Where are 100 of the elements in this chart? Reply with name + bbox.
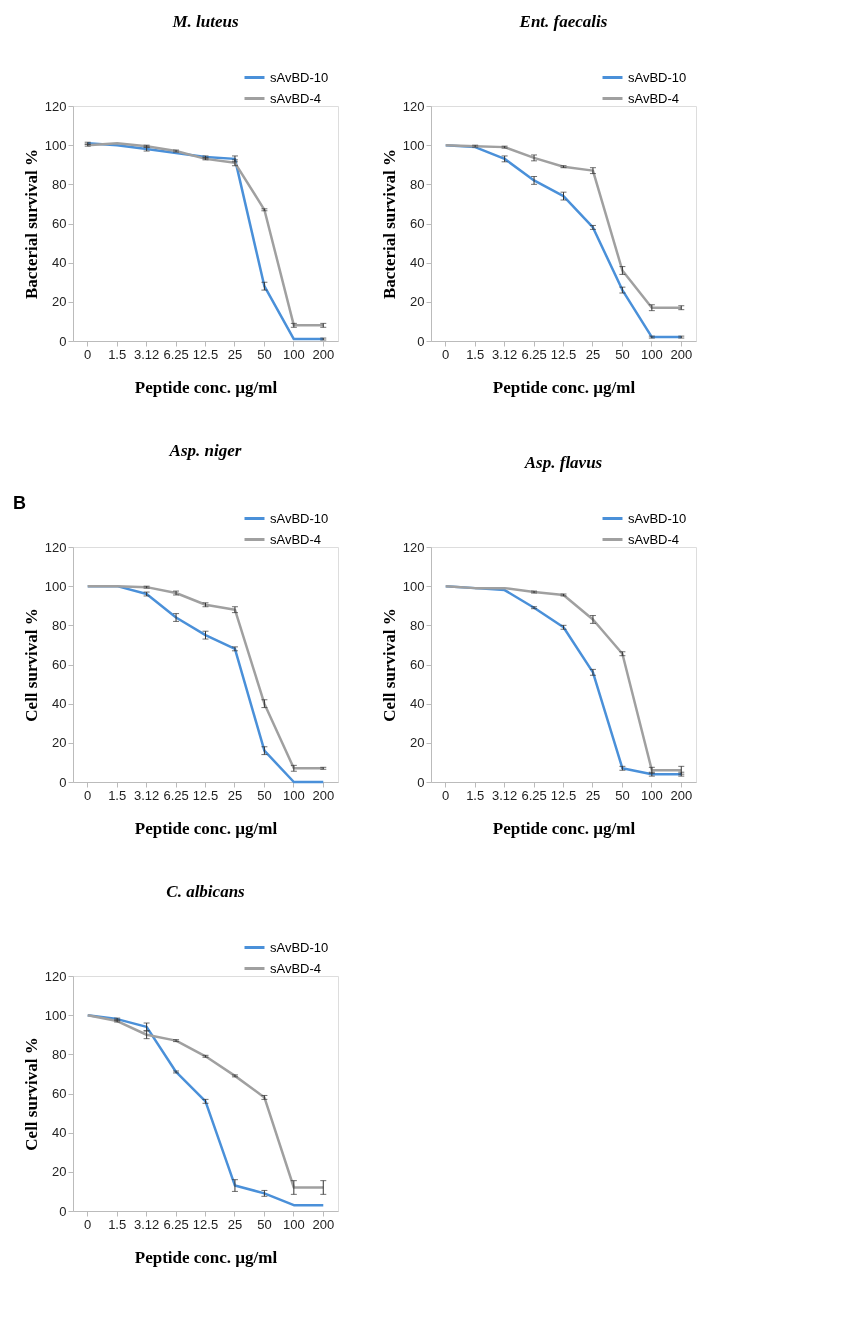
y-tick-label: 80 [52, 1046, 67, 1062]
y-tick-label: 0 [417, 333, 425, 349]
x-tick-label: 50 [615, 787, 630, 803]
x-tick-label: 25 [227, 346, 243, 362]
y-tick-label: 100 [402, 137, 425, 153]
x-tick-label: 6.25 [163, 1216, 189, 1232]
legend-label: sAvBD-10 [628, 69, 687, 85]
x-tick-label: 3.12 [491, 346, 518, 362]
y-tick-label: 60 [410, 216, 425, 231]
x-tick-label: 12.5 [550, 787, 577, 803]
legend-label: sAvBD-4 [270, 90, 322, 106]
x-tick-label: 12.5 [550, 346, 577, 362]
y-tick-label: 20 [410, 294, 425, 310]
x-axis-title: Peptide conc. µg/ml [492, 377, 636, 397]
y-tick-label: 120 [44, 968, 67, 984]
y-tick-label: 80 [52, 617, 67, 633]
x-tick-label: 200 [312, 787, 335, 803]
legend-label: sAvBD-10 [270, 510, 329, 526]
x-tick-label: 0 [84, 346, 92, 362]
x-tick-label: 6.25 [163, 346, 189, 362]
x-axis-title: Peptide conc. µg/ml [134, 377, 278, 397]
y-axis-title: Cell survival % [21, 1037, 41, 1151]
legend-label: sAvBD-4 [270, 531, 322, 547]
chart-title: Ent. faecalis [518, 12, 608, 31]
x-tick-label: 25 [227, 1216, 243, 1232]
x-tick-label: 1.5 [108, 346, 127, 362]
legend-label: sAvBD-10 [270, 939, 329, 955]
x-tick-label: 0 [84, 1216, 92, 1232]
x-tick-label: 12.5 [192, 1216, 219, 1232]
x-tick-label: 100 [640, 346, 663, 362]
y-tick-label: 60 [52, 657, 67, 672]
y-axis-title: Cell survival % [21, 608, 41, 722]
x-tick-label: 50 [257, 346, 272, 362]
legend-label: sAvBD-10 [270, 69, 329, 85]
y-tick-label: 100 [44, 1007, 67, 1023]
x-tick-label: 12.5 [192, 346, 219, 362]
x-tick-label: 50 [615, 346, 630, 362]
y-tick-label: 40 [52, 1125, 67, 1141]
x-tick-label: 100 [640, 787, 663, 803]
x-tick-label: 100 [282, 787, 305, 803]
y-tick-label: 0 [59, 1203, 67, 1219]
y-tick-label: 100 [44, 578, 67, 594]
y-tick-label: 80 [410, 617, 425, 633]
x-tick-label: 200 [312, 346, 335, 362]
x-tick-label: 6.25 [521, 787, 547, 803]
x-tick-label: 25 [585, 787, 601, 803]
y-tick-label: 120 [402, 98, 425, 114]
y-tick-label: 60 [410, 657, 425, 672]
chart-title: Asp. niger [168, 441, 242, 460]
y-tick-label: 20 [52, 1164, 67, 1180]
x-tick-label: 25 [227, 787, 243, 803]
y-tick-label: 120 [402, 539, 425, 555]
x-tick-label: 1.5 [108, 1216, 127, 1232]
y-tick-label: 20 [52, 294, 67, 310]
x-tick-label: 1.5 [108, 787, 127, 803]
x-tick-label: 3.12 [491, 787, 518, 803]
y-tick-label: 40 [410, 255, 425, 271]
y-tick-label: 20 [410, 735, 425, 751]
line-series [444, 143, 683, 309]
y-tick-label: 60 [52, 1086, 67, 1101]
legend-label: sAvBD-10 [628, 510, 687, 526]
x-tick-label: 0 [84, 787, 92, 803]
x-tick-label: 200 [312, 1216, 335, 1232]
x-tick-label: 25 [585, 346, 601, 362]
x-tick-label: 3.12 [133, 346, 160, 362]
y-axis-title: Cell survival % [379, 608, 399, 722]
y-tick-label: 0 [417, 774, 425, 790]
x-tick-label: 0 [442, 346, 450, 362]
x-tick-label: 50 [257, 787, 272, 803]
y-tick-label: 100 [402, 578, 425, 594]
x-tick-label: 50 [257, 1216, 272, 1232]
chart-title: Asp. flavus [523, 453, 603, 472]
x-axis-title: Peptide conc. µg/ml [134, 1247, 278, 1267]
x-tick-label: 6.25 [521, 346, 547, 362]
x-tick-label: 1.5 [466, 787, 485, 803]
x-tick-label: 6.25 [163, 787, 189, 803]
x-axis-title: Peptide conc. µg/ml [492, 818, 636, 838]
x-axis-title: Peptide conc. µg/ml [134, 818, 278, 838]
y-tick-label: 0 [59, 774, 67, 790]
x-tick-label: 200 [670, 787, 693, 803]
chart-title: M. luteus [171, 12, 239, 31]
x-tick-label: 100 [282, 346, 305, 362]
x-tick-label: 1.5 [466, 346, 485, 362]
x-tick-label: 12.5 [192, 787, 219, 803]
y-tick-label: 40 [410, 696, 425, 712]
y-axis-title: Bacterial survival % [21, 148, 41, 300]
y-tick-label: 40 [52, 255, 67, 271]
y-tick-label: 20 [52, 735, 67, 751]
y-tick-label: 80 [410, 176, 425, 192]
y-tick-label: 80 [52, 176, 67, 192]
text: B [13, 493, 26, 513]
y-tick-label: 60 [52, 216, 67, 231]
x-tick-label: 3.12 [133, 787, 160, 803]
y-tick-label: 0 [59, 333, 67, 349]
legend-label: sAvBD-4 [628, 90, 680, 106]
legend-label: sAvBD-4 [628, 531, 680, 547]
y-axis-title: Bacterial survival % [379, 148, 399, 300]
y-tick-label: 120 [44, 539, 67, 555]
x-tick-label: 200 [670, 346, 693, 362]
x-tick-label: 100 [282, 1216, 305, 1232]
